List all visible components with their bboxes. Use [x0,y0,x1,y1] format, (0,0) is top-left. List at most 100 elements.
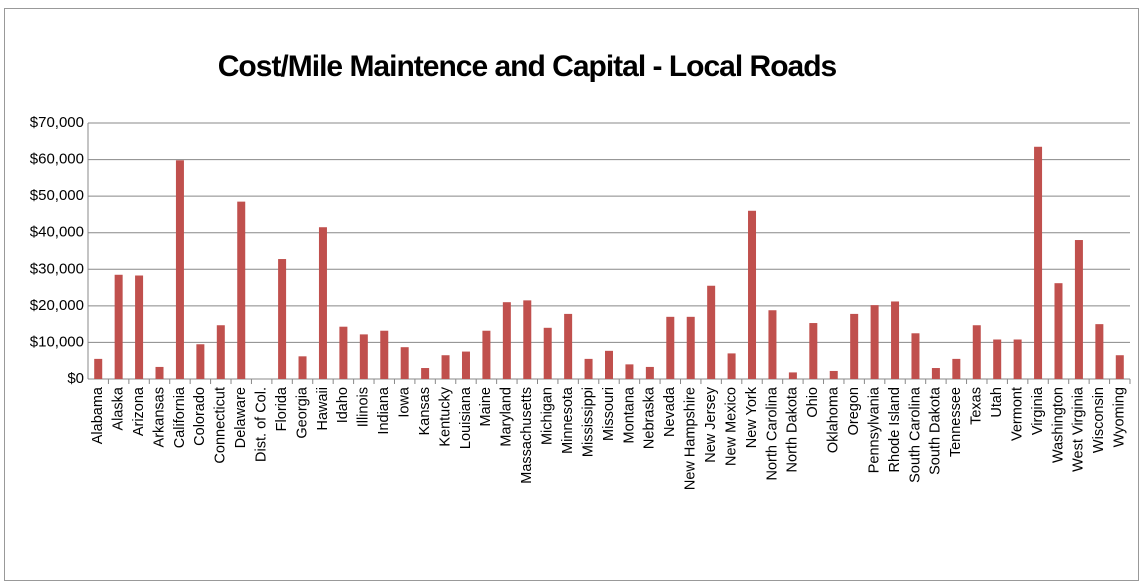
bar [359,334,368,379]
x-tick-label: Montana [621,386,637,443]
bar [891,301,900,379]
bar [400,347,409,379]
bar [625,364,634,379]
x-tick-label: Idaho [335,387,351,423]
x-tick-label: Alabama [90,386,106,444]
bar [911,333,920,379]
x-tick-label: Massachusetts [519,387,535,484]
x-tick-label: South Carolina [907,386,923,483]
x-tick-label: South Dakota [928,386,944,475]
bar [441,355,450,379]
bar [1115,355,1124,379]
x-tick-label: Nevada [662,386,678,437]
x-tick-label: Iowa [397,386,413,418]
x-tick-label: North Carolina [764,386,780,480]
bar [155,366,164,379]
x-tick-label: New York [744,386,760,448]
x-tick-label: Pennsylvania [866,386,882,473]
y-tick-label: $30,000 [30,260,84,277]
bar [850,313,859,379]
x-tick-label: Wisconsin [1091,387,1107,453]
x-tick-label: Arizona [131,386,147,436]
x-tick-label: Utah [989,387,1005,418]
x-tick-label: Alaska [110,386,126,430]
bar [216,325,225,379]
bar [666,316,675,379]
bar [543,327,552,379]
y-tick-label: $60,000 [30,151,84,168]
x-tick-label: Connecticut [213,387,229,464]
bar [1095,324,1104,379]
x-tick-label: Mississippi [580,387,596,457]
bar [380,330,389,379]
bar [829,370,838,379]
x-tick-label: Georgia [294,386,310,439]
bar [502,302,511,379]
y-tick-label: $70,000 [30,114,84,131]
bar [1054,283,1063,379]
x-tick-label: Rhode Island [887,387,903,472]
x-tick-label: Virginia [1030,386,1046,435]
y-tick-label: $50,000 [30,187,84,204]
x-tick-label: New Hampshire [683,387,699,490]
bar [94,358,103,379]
x-tick-label: West Virginia [1071,386,1087,472]
x-tick-label: New Mexico [723,387,739,466]
bar [1013,339,1022,379]
bar [237,201,246,379]
x-tick-label: Illinois [356,387,372,427]
bar [584,358,593,379]
x-tick-label: Colorado [192,387,208,446]
chart-frame [4,8,1139,581]
x-tick-label: Kansas [417,387,433,435]
bar [952,358,961,379]
x-tick-label: Texas [969,387,985,425]
bar [298,356,307,379]
x-tick-label: Delaware [233,387,249,448]
x-tick-label: Wyoming [1112,387,1128,447]
bar [318,227,327,379]
y-tick-label: $0 [67,370,84,387]
x-tick-label: Vermont [1009,387,1025,441]
x-tick-label: Nebraska [642,386,658,449]
x-tick-label: Washington [1050,387,1066,463]
x-tick-label: Tennessee [948,387,964,457]
bar [1034,146,1043,379]
bar [461,351,470,379]
y-tick-label: $40,000 [30,224,84,241]
x-tick-label: Arkansas [151,387,167,447]
bar [175,160,184,379]
x-tick-label: Oklahoma [826,386,842,453]
x-tick-label: Missouri [601,387,617,441]
bar [972,325,981,379]
bar [278,259,287,379]
x-tick-label: Indiana [376,386,392,435]
bar [870,305,879,379]
x-tick-label: Ohio [805,387,821,418]
x-tick-label: North Dakota [785,386,801,472]
x-tick-label: Dist. of Col. [253,387,269,462]
bar [727,353,736,379]
y-tick-label: $10,000 [30,333,84,350]
bar [809,323,818,379]
x-tick-label: Michigan [540,387,556,445]
bar [788,372,797,379]
y-tick-label: $20,000 [30,297,84,314]
bar [564,313,573,379]
x-tick-label: Florida [274,386,290,431]
bar [993,339,1002,379]
bar [931,368,940,379]
x-tick-label: Oregon [846,387,862,435]
bar [482,330,491,379]
bar [686,316,695,379]
x-tick-label: California [172,386,188,448]
bar [196,344,205,379]
bar [339,326,348,379]
bar [748,210,757,379]
x-tick-label: Maine [478,387,494,427]
chart-title: Cost/Mile Maintence and Capital - Local … [218,50,837,83]
x-tick-label: Kentucky [437,386,453,446]
x-tick-label: Maryland [499,387,515,447]
x-tick-label: Minnesota [560,386,576,454]
